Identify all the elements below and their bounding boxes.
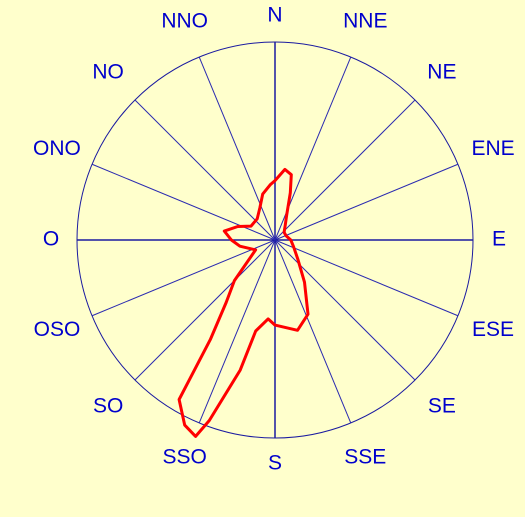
series-line <box>177 167 310 438</box>
spoke <box>134 239 276 381</box>
direction-label: O <box>43 228 59 251</box>
spoke <box>134 99 276 241</box>
spoke <box>198 56 276 241</box>
direction-label: ENE <box>471 137 514 160</box>
direction-label: NNO <box>161 10 208 33</box>
spoke <box>274 239 352 424</box>
direction-label: E <box>492 228 506 251</box>
direction-label: NO <box>92 61 124 84</box>
direction-label: ESE <box>472 318 514 341</box>
spoke <box>198 239 276 424</box>
direction-label: OSO <box>34 318 81 341</box>
direction-label: N <box>267 4 282 27</box>
direction-label: SSE <box>344 446 386 469</box>
direction-label: S <box>268 452 282 475</box>
direction-label: NNE <box>343 10 387 33</box>
direction-label: NE <box>427 61 456 84</box>
spoke <box>274 239 459 317</box>
direction-label: SO <box>93 394 123 417</box>
direction-label: SE <box>428 394 456 417</box>
direction-label: ONO <box>33 137 81 160</box>
spoke <box>274 99 416 241</box>
direction-label: SSO <box>163 446 207 469</box>
spoke <box>274 163 459 241</box>
spoke <box>91 239 276 317</box>
